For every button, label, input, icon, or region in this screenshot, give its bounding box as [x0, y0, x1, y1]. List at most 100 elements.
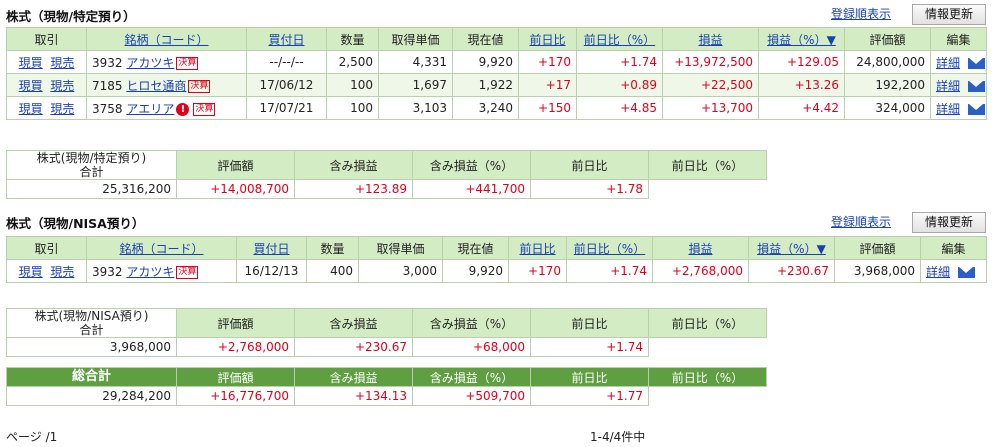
valuation: 3,968,000	[834, 259, 921, 283]
sell-link[interactable]: 現売	[50, 101, 75, 116]
col-header-stock[interactable]: 銘柄（コード）	[86, 236, 237, 260]
summary-header-unrealized: 含み損益	[294, 150, 413, 180]
cost-price: 1,697	[378, 73, 453, 97]
summary-change-pct: +1.74	[530, 337, 649, 357]
col-header-change-pct[interactable]: 前日比（%）	[566, 236, 653, 260]
col-header-edit: 編集	[930, 27, 987, 51]
profit-loss-pct: +230.67	[748, 259, 835, 283]
summary-label-name: 株式(現物/特定預り)	[36, 151, 147, 166]
col-header-trade: 取引	[6, 236, 87, 260]
stock-code: 3932	[92, 55, 123, 70]
current-price: 9,920	[452, 50, 519, 74]
summary-header-change-pct: 前日比（%）	[648, 150, 767, 180]
total-header-unrealized-pct: 含み損益（%）	[412, 367, 531, 387]
valuation: 324,000	[844, 96, 931, 120]
quantity: 100	[326, 96, 379, 120]
table-row: 現買 現売 3932 アカツキ 決算 16/12/13 400 3,000 9,9…	[6, 259, 987, 283]
total-unrealized: +16,776,700	[176, 386, 295, 406]
col-header-edit: 編集	[920, 236, 987, 260]
summary-value: 25,316,200	[6, 179, 177, 199]
summary-header-change: 前日比	[530, 308, 649, 338]
section-title-nisa: 株式（現物/NISA預り）	[6, 216, 145, 231]
buy-date: 16/12/13	[236, 259, 307, 283]
col-header-pl[interactable]: 損益	[652, 236, 749, 260]
registration-order-link[interactable]: 登録順表示	[831, 7, 892, 21]
col-header-cost: 取得単価	[358, 236, 443, 260]
col-header-change[interactable]: 前日比	[508, 236, 567, 260]
summary-table-nisa: 株式(現物/NISA預り) 合計 評価額 含み損益 含み損益（%） 前日比 前日比…	[6, 308, 767, 357]
profit-loss: +13,700	[662, 96, 759, 120]
col-header-change-pct[interactable]: 前日比（%）	[576, 27, 663, 51]
stock-name-link[interactable]: ヒロセ通商	[126, 78, 187, 93]
mail-icon[interactable]	[968, 80, 986, 92]
stock-name-link[interactable]: アカツキ	[126, 55, 175, 70]
current-price: 9,920	[442, 259, 509, 283]
day-change: +170	[518, 50, 577, 74]
holdings-table-nisa: 取引 銘柄（コード） 買付日 数量 取得単価 現在値 前日比 前日比（%） 損益…	[6, 236, 987, 283]
buy-link[interactable]: 現買	[18, 55, 43, 70]
cost-price: 3,000	[358, 259, 443, 283]
col-header-pl-pct[interactable]: 損益（%）▼	[748, 236, 835, 260]
summary-unrealized: +14,008,700	[176, 179, 295, 199]
detail-link[interactable]: 詳細	[936, 55, 961, 70]
earnings-badge: 決算	[176, 56, 199, 70]
alert-icon[interactable]: !	[176, 102, 190, 116]
sell-link[interactable]: 現売	[50, 55, 75, 70]
profit-loss: +22,500	[662, 73, 759, 97]
col-header-buy-date[interactable]: 買付日	[236, 236, 307, 260]
day-change: +170	[508, 259, 567, 283]
total-header-value: 評価額	[176, 367, 295, 387]
stock-name-link[interactable]: アカツキ	[126, 264, 175, 279]
mail-icon[interactable]	[958, 266, 976, 278]
detail-link[interactable]: 詳細	[936, 78, 961, 93]
total-value: 29,284,200	[6, 386, 177, 406]
sell-link[interactable]: 現売	[50, 78, 75, 93]
col-header-buy-date[interactable]: 買付日	[246, 27, 327, 51]
col-header-price: 現在値	[442, 236, 509, 260]
buy-link[interactable]: 現買	[18, 264, 43, 279]
summary-header-unrealized-pct: 含み損益（%）	[412, 308, 531, 338]
mail-icon[interactable]	[968, 57, 986, 69]
total-unrealized-pct: +134.13	[294, 386, 413, 406]
table-header-row: 取引 銘柄（コード） 買付日 数量 取得単価 現在値 前日比 前日比（%） 損益…	[6, 27, 987, 51]
detail-link[interactable]: 詳細	[926, 264, 951, 279]
buy-link[interactable]: 現買	[18, 101, 43, 116]
refresh-button[interactable]: 情報更新	[912, 212, 986, 233]
col-header-stock[interactable]: 銘柄（コード）	[86, 27, 247, 51]
col-header-value: 評価額	[834, 236, 921, 260]
cost-price: 3,103	[378, 96, 453, 120]
col-header-pl[interactable]: 損益	[662, 27, 759, 51]
col-header-trade: 取引	[6, 27, 87, 51]
day-change-pct: +0.89	[576, 73, 663, 97]
col-header-change[interactable]: 前日比	[518, 27, 577, 51]
col-header-pl-pct[interactable]: 損益（%）▼	[758, 27, 845, 51]
profit-loss-pct: +4.42	[758, 96, 845, 120]
summary-label: 株式(現物/特定預り) 合計	[6, 150, 177, 180]
refresh-button[interactable]: 情報更新	[912, 4, 986, 25]
buy-link[interactable]: 現買	[18, 78, 43, 93]
cost-price: 4,331	[378, 50, 453, 74]
earnings-badge: 決算	[188, 79, 211, 93]
stock-code: 7185	[92, 78, 123, 93]
mail-icon[interactable]	[968, 103, 986, 115]
stock-code: 3932	[92, 264, 123, 279]
summary-value: 3,968,000	[6, 337, 177, 357]
summary-unrealized-pct: +123.89	[294, 179, 413, 199]
detail-link[interactable]: 詳細	[936, 101, 961, 116]
stock-name-link[interactable]: アエリア	[126, 101, 175, 116]
summary-change: +441,700	[412, 179, 531, 199]
col-header-price: 現在値	[452, 27, 519, 51]
day-change: +150	[518, 96, 577, 120]
valuation: 24,800,000	[844, 50, 931, 74]
profit-loss: +2,768,000	[652, 259, 749, 283]
holdings-table-tokutei: 取引 銘柄（コード） 買付日 数量 取得単価 現在値 前日比 前日比（%） 損益…	[6, 27, 987, 120]
sell-link[interactable]: 現売	[50, 264, 75, 279]
page-indicator: ページ /1	[6, 430, 58, 444]
col-header-value: 評価額	[844, 27, 931, 51]
summary-header-value: 評価額	[176, 150, 295, 180]
section-title-tokutei: 株式（現物/特定預り）	[6, 9, 136, 24]
registration-order-link[interactable]: 登録順表示	[831, 215, 892, 229]
summary-label-total: 合計	[79, 165, 104, 179]
earnings-badge: 決算	[176, 265, 199, 279]
col-header-cost: 取得単価	[378, 27, 453, 51]
